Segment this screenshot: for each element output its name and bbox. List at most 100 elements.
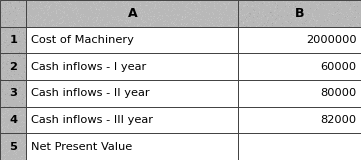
Point <box>7 52 13 55</box>
Point <box>129 10 134 12</box>
Point <box>0 84 5 86</box>
Point <box>209 16 214 19</box>
Bar <box>26 27 238 53</box>
Point <box>93 7 99 10</box>
Point <box>16 86 22 88</box>
Point <box>125 0 130 2</box>
Point <box>66 0 72 2</box>
Point <box>172 24 178 27</box>
Point <box>292 1 298 4</box>
Point <box>187 18 193 20</box>
Point <box>90 17 96 20</box>
Point <box>6 13 12 16</box>
Point <box>354 23 360 25</box>
Point <box>116 15 121 17</box>
Point <box>291 15 296 17</box>
Point <box>115 19 121 22</box>
Point <box>197 0 203 3</box>
Point <box>6 42 12 45</box>
Point <box>316 15 322 18</box>
Point <box>1 135 6 137</box>
Point <box>0 77 4 80</box>
Point <box>112 4 118 6</box>
Point <box>352 0 358 3</box>
Point <box>251 8 256 11</box>
Point <box>18 40 23 42</box>
Point <box>17 87 22 89</box>
Point <box>94 16 100 19</box>
Point <box>0 65 3 68</box>
Point <box>3 107 9 110</box>
Point <box>34 7 40 9</box>
Point <box>284 21 290 23</box>
Point <box>353 22 359 24</box>
Point <box>91 25 97 27</box>
Point <box>286 0 291 3</box>
Point <box>301 22 306 24</box>
Point <box>37 0 43 3</box>
Point <box>284 11 290 14</box>
Point <box>331 6 337 8</box>
Bar <box>238 53 361 80</box>
Point <box>93 19 99 21</box>
Point <box>145 17 151 20</box>
Point <box>190 18 196 20</box>
Point <box>321 20 326 22</box>
Point <box>16 61 22 64</box>
Point <box>256 11 261 14</box>
Point <box>313 8 319 11</box>
Point <box>270 21 275 24</box>
Point <box>338 8 344 11</box>
Point <box>261 2 267 4</box>
Point <box>183 4 189 6</box>
Point <box>104 23 110 26</box>
Point <box>12 106 18 108</box>
Point <box>20 31 26 34</box>
Point <box>49 17 55 20</box>
Point <box>19 102 25 105</box>
Point <box>16 149 22 152</box>
Point <box>151 15 157 18</box>
Point <box>0 145 5 147</box>
Point <box>2 97 8 99</box>
Point <box>195 11 200 14</box>
Point <box>314 18 319 21</box>
Point <box>217 16 222 19</box>
Point <box>6 53 12 56</box>
Point <box>294 23 300 25</box>
Point <box>20 114 26 117</box>
Point <box>275 25 280 28</box>
Point <box>217 8 223 11</box>
Point <box>21 70 27 73</box>
Point <box>16 27 22 30</box>
Point <box>130 7 135 10</box>
Point <box>92 12 98 14</box>
Point <box>156 14 162 16</box>
Point <box>249 5 255 7</box>
Point <box>54 15 60 17</box>
Point <box>342 16 348 18</box>
Point <box>33 22 39 24</box>
Point <box>13 113 19 116</box>
Point <box>61 11 67 14</box>
Point <box>0 43 4 46</box>
Point <box>278 15 284 17</box>
Point <box>161 0 167 2</box>
Point <box>12 17 18 20</box>
Point <box>86 0 91 3</box>
Point <box>350 24 356 26</box>
Point <box>74 10 80 12</box>
Point <box>66 24 72 27</box>
Point <box>18 113 24 116</box>
Point <box>1 122 6 124</box>
Point <box>210 11 216 14</box>
Point <box>234 0 240 3</box>
Point <box>97 20 103 23</box>
Point <box>12 142 17 144</box>
Point <box>0 124 4 126</box>
Point <box>236 25 242 27</box>
Point <box>91 3 97 5</box>
Bar <box>26 107 238 133</box>
Point <box>20 4 26 7</box>
Point <box>137 12 143 15</box>
